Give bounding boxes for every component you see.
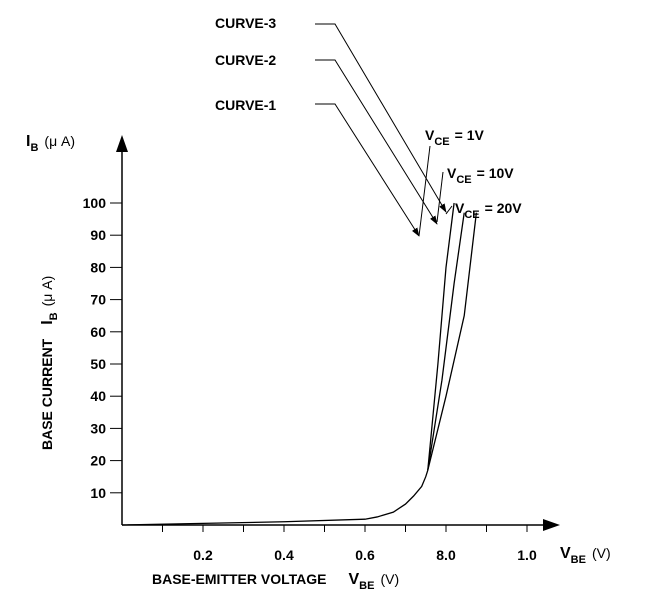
y-tick-label: 80 bbox=[90, 259, 106, 275]
curve-label-1: CURVE-1 bbox=[215, 97, 276, 113]
curve-line-1 bbox=[427, 202, 455, 471]
y-tick-label: 60 bbox=[90, 324, 106, 340]
curve-label-3: CURVE-3 bbox=[215, 15, 276, 31]
x-tick-label: 0.2 bbox=[193, 547, 213, 563]
curve-2-leader bbox=[315, 59, 438, 225]
y-axis-title: BASE CURRENTIB(μ A) bbox=[39, 276, 60, 450]
y-tick-label: 20 bbox=[90, 453, 106, 469]
vce-label-2: VCE = 10V bbox=[447, 165, 514, 186]
curve-3-leader bbox=[315, 23, 447, 213]
y-axis-top-label: IB (μ A) bbox=[26, 133, 75, 154]
vce-1-leader bbox=[418, 145, 431, 237]
x-tick-label: 8.0 bbox=[436, 547, 456, 563]
y-tick-label: 10 bbox=[90, 485, 106, 501]
curve-line-2 bbox=[427, 212, 465, 471]
y-tick-label: 50 bbox=[90, 356, 106, 372]
y-tick-label: 90 bbox=[90, 227, 106, 243]
svg-text:BASE CURRENTIB(μ A): BASE CURRENTIB(μ A) bbox=[39, 276, 60, 450]
curve-line-3 bbox=[427, 212, 478, 471]
x-ticks: 0.2 0.4 0.6 8.0 1.0 bbox=[162, 525, 537, 563]
y-tick-label: 70 bbox=[90, 292, 106, 308]
x-tick-label: 0.6 bbox=[355, 547, 375, 563]
curves bbox=[121, 202, 478, 526]
y-axis-arrowhead bbox=[116, 135, 128, 152]
y-tick-label: 30 bbox=[90, 420, 106, 436]
x-tick-label: 0.4 bbox=[274, 547, 294, 563]
x-axis-title: BASE-EMITTER VOLTAGE VBE (V) bbox=[152, 571, 399, 592]
vce-3-leader bbox=[445, 205, 453, 215]
curve-label-2: CURVE-2 bbox=[215, 52, 276, 68]
y-axis-title-text: BASE CURRENT bbox=[39, 338, 55, 450]
y-tick-label: 40 bbox=[90, 388, 106, 404]
curve-label-leaders bbox=[315, 23, 453, 237]
x-axis-arrowhead bbox=[543, 519, 560, 531]
vce-label-3: VCE = 20V bbox=[455, 200, 522, 221]
shared-curve-line bbox=[121, 470, 429, 526]
y-tick-label: 100 bbox=[83, 195, 107, 211]
x-tick-label: 1.0 bbox=[517, 547, 537, 563]
y-ticks: 10 20 30 40 50 60 70 80 90 100 bbox=[83, 195, 122, 501]
vce-2-leader bbox=[436, 171, 444, 223]
vce-label-1: VCE = 1V bbox=[425, 127, 484, 148]
curve-1-leader bbox=[315, 103, 420, 237]
x-axis-end-label: VBE (V) bbox=[560, 545, 611, 566]
